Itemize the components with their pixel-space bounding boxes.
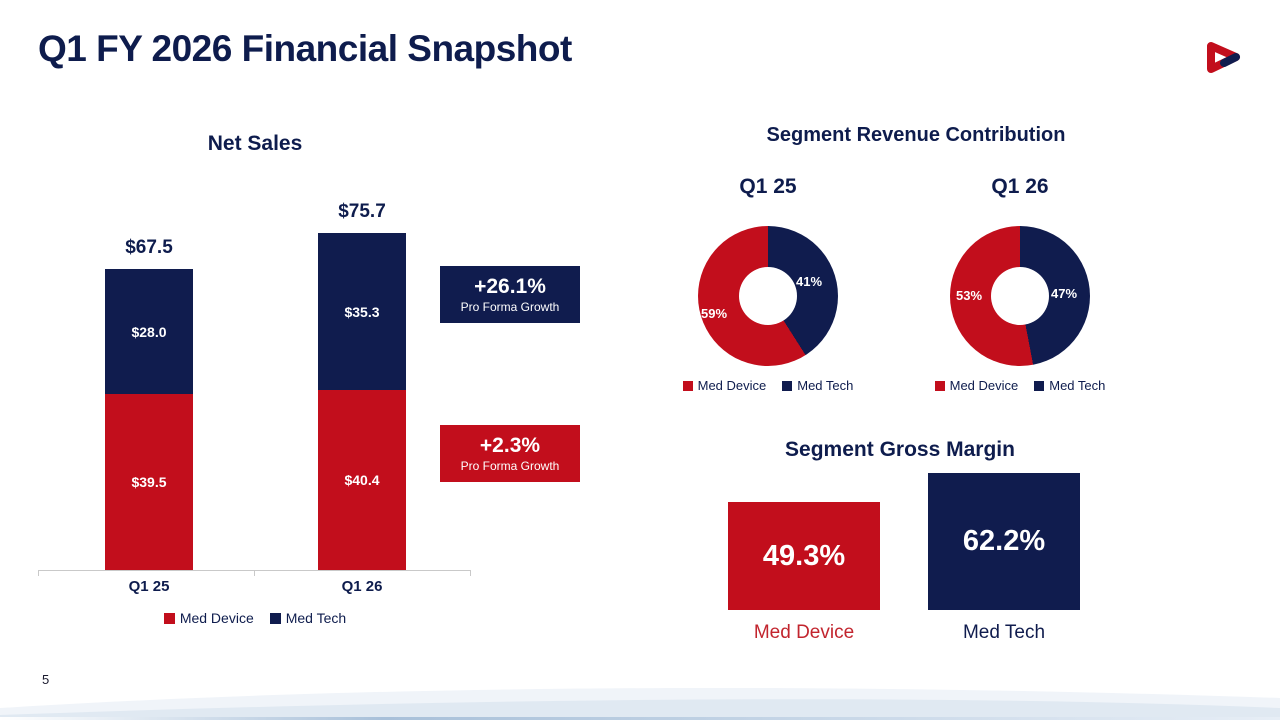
axis-tick (254, 570, 255, 576)
legend-swatch-med-device (682, 380, 693, 391)
callout-value: +26.1% (474, 274, 546, 298)
bar-segment-med-tech: $28.0 (105, 269, 193, 394)
footer-wave-decoration (0, 687, 1280, 720)
donut-heading-q1-25: Q1 25 (739, 175, 797, 198)
legend-swatch-med-device (163, 612, 175, 624)
callout-label: Pro Forma Growth (460, 300, 560, 315)
segment-value-label: $35.3 (344, 303, 380, 320)
axis-tick (38, 570, 39, 576)
legend-swatch-med-tech (782, 380, 793, 391)
bar-total-label: $75.7 (338, 201, 386, 222)
gross-margin-label-med-tech: Med Tech (962, 622, 1046, 643)
bar-segment-med-device: $39.5 (105, 394, 193, 570)
legend-swatch-med-tech (269, 612, 281, 624)
bar-total-label: $67.5 (125, 237, 173, 258)
legend-item-med-tech: Med Tech (1034, 378, 1105, 393)
net-sales-legend: Med Device Med Tech (115, 610, 395, 626)
pro-forma-growth-callout-med-tech: +26.1% Pro Forma Growth (440, 266, 580, 323)
gross-margin-value: 49.3% (762, 539, 846, 572)
legend-label: Med Device (179, 610, 254, 626)
segment-revenue-title: Segment Revenue Contribution (766, 124, 1066, 146)
pro-forma-growth-callout-med-device: +2.3% Pro Forma Growth (440, 425, 580, 482)
page-number: 5 (42, 672, 50, 687)
donut-percent-med-tech: 41% (796, 274, 823, 289)
callout-label: Pro Forma Growth (460, 459, 560, 474)
donut-percent-med-device: 53% (956, 288, 983, 303)
segment-value-label: $28.0 (131, 323, 167, 340)
gross-margin-value: 62.2% (962, 525, 1046, 557)
legend-item-med-device: Med Device (163, 610, 254, 626)
legend-label: Med Device (949, 378, 1019, 393)
net-sales-title: Net Sales (207, 132, 303, 155)
legend-label: Med Tech (1049, 378, 1106, 393)
legend-swatch-med-tech (1034, 380, 1045, 391)
legend-item-med-tech: Med Tech (269, 610, 347, 626)
gross-margin-bar-med-device: 49.3% (728, 502, 880, 610)
legend-swatch-med-device (934, 380, 945, 391)
bar-segment-med-tech: $35.3 (318, 233, 406, 390)
donut-heading-q1-26: Q1 26 (991, 175, 1049, 198)
axis-tick (470, 570, 471, 576)
legend-item-med-device: Med Device (934, 378, 1019, 393)
callout-value: +2.3% (479, 433, 541, 457)
donut-legend-q1-25: Med Device Med Tech (638, 378, 898, 393)
donut-percent-med-device: 59% (701, 306, 728, 321)
x-axis-label-q1-25: Q1 25 (128, 578, 170, 595)
net-sales-bar-q1-26: $75.7 $35.3 $40.4 (318, 201, 406, 570)
legend-label: Med Tech (797, 378, 854, 393)
segment-value-label: $39.5 (131, 474, 167, 490)
legend-label: Med Device (697, 378, 767, 393)
page-title: Q1 FY 2026 Financial Snapshot (38, 28, 572, 69)
legend-item-med-device: Med Device (682, 378, 767, 393)
gross-margin-title: Segment Gross Margin (785, 438, 1015, 461)
bar-segment-med-device: $40.4 (318, 390, 406, 570)
net-sales-bar-q1-25: $67.5 $28.0 $39.5 (105, 237, 193, 570)
gross-margin-bar-med-tech: 62.2% (928, 473, 1080, 610)
donut-percent-med-tech: 47% (1051, 286, 1078, 301)
brand-knot-logo-icon (1207, 42, 1240, 73)
legend-label: Med Tech (285, 610, 347, 626)
x-axis-label-q1-26: Q1 26 (341, 578, 383, 595)
donut-chart-q1-25: 41% 59% (698, 226, 838, 366)
gross-margin-label-med-device: Med Device (753, 622, 855, 643)
segment-value-label: $40.4 (344, 472, 380, 488)
donut-legend-q1-26: Med Device Med Tech (890, 378, 1150, 393)
legend-item-med-tech: Med Tech (782, 378, 853, 393)
donut-chart-q1-26: 47% 53% (950, 226, 1090, 366)
